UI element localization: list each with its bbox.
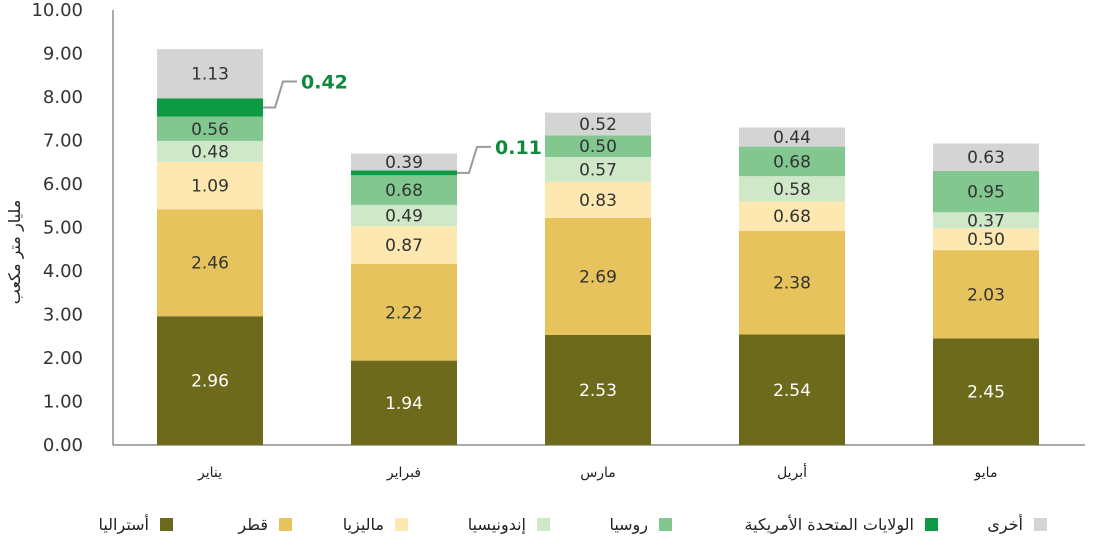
legend-label: أخرى [987, 514, 1023, 535]
legend-swatch [537, 518, 550, 531]
data-label: 0.52 [579, 115, 617, 135]
bar-segment [157, 161, 263, 210]
bar-segment [157, 140, 263, 162]
data-label: 2.53 [579, 381, 617, 401]
data-label: 0.68 [385, 181, 423, 201]
legend-label: إندونيسيا [468, 515, 526, 535]
bar-segment [157, 116, 263, 141]
x-category-label: مارس [580, 465, 616, 481]
bar-segment [351, 153, 457, 171]
callout-leader-line [457, 145, 491, 174]
data-label: 0.83 [579, 191, 617, 211]
bar-segment [351, 360, 457, 445]
data-label: 1.13 [191, 65, 229, 85]
bar-segment [157, 209, 263, 317]
legend-label: قطر [237, 515, 268, 535]
bar-segment [351, 175, 457, 205]
legend-swatch [160, 518, 173, 531]
y-tick-label: 0.00 [43, 435, 83, 456]
data-label: 1.94 [385, 394, 423, 414]
legend-swatch [395, 518, 408, 531]
bar-segment [739, 146, 845, 177]
data-label: 0.39 [385, 153, 423, 173]
data-label: 2.54 [773, 381, 811, 401]
legend-swatch [279, 518, 292, 531]
callout-label: 0.42 [301, 71, 348, 93]
data-label: 0.50 [579, 137, 617, 157]
callout-leader-line [263, 80, 297, 109]
legend-label: ماليزيا [343, 515, 384, 535]
bar-segment [545, 181, 651, 218]
legend-swatch [1034, 518, 1047, 531]
data-label: 2.22 [385, 303, 423, 323]
y-tick-label: 10.00 [31, 0, 83, 21]
bar-segment [545, 112, 651, 136]
data-label: 1.09 [191, 177, 229, 197]
legend-label: أستراليا [98, 514, 149, 535]
data-label: 0.87 [385, 236, 423, 256]
bar-segment [933, 212, 1039, 229]
x-category-label: مايو [974, 465, 998, 481]
legend-swatch [659, 518, 672, 531]
bar-segment [933, 170, 1039, 213]
bar-segment [545, 334, 651, 445]
bar-segment [739, 127, 845, 147]
y-tick-label: 3.00 [43, 305, 83, 326]
data-label: 0.48 [191, 142, 229, 162]
bar-segment [545, 217, 651, 335]
y-tick-label: 6.00 [43, 174, 83, 195]
data-label: 0.58 [773, 180, 811, 200]
data-label: 2.03 [967, 285, 1005, 305]
bar-segment [545, 157, 651, 182]
bar-segment [933, 143, 1039, 171]
data-label: 0.44 [773, 128, 811, 148]
data-label: 0.68 [773, 152, 811, 172]
x-category-label: يناير [197, 465, 222, 481]
y-tick-label: 9.00 [43, 44, 83, 65]
y-tick-label: 8.00 [43, 87, 83, 108]
y-tick-label: 4.00 [43, 261, 83, 282]
bar-segment [157, 49, 263, 99]
y-tick-label: 2.00 [43, 348, 83, 369]
bar-segment [157, 316, 263, 445]
x-category-label: أبريل [777, 463, 807, 481]
y-tick-label: 5.00 [43, 218, 83, 239]
x-category-label: فبراير [386, 465, 421, 481]
legend-label: روسيا [609, 515, 648, 535]
data-label: 2.96 [191, 372, 229, 392]
callout-label: 0.11 [495, 137, 542, 159]
bar-segment [351, 226, 457, 265]
data-label: 2.69 [579, 267, 617, 287]
data-label: 0.50 [967, 230, 1005, 250]
bar-segment [157, 98, 263, 117]
bar-segment [739, 230, 845, 335]
data-label: 0.37 [967, 211, 1005, 231]
data-label: 0.63 [967, 148, 1005, 168]
bar-segment [545, 135, 651, 158]
y-axis-label: مليار متر مكعب [5, 200, 25, 305]
y-tick-label: 7.00 [43, 131, 83, 152]
bar-segment [739, 201, 845, 231]
y-tick-label: 1.00 [43, 392, 83, 413]
bar-segment [739, 176, 845, 202]
bar-segment [739, 334, 845, 445]
legend-label: الولايات المتحدة الأمريكية [745, 514, 914, 535]
data-label: 0.56 [191, 120, 229, 140]
data-label: 0.57 [579, 160, 617, 180]
bar-segment [351, 204, 457, 227]
legend-swatch [925, 518, 938, 531]
bar-segment [351, 170, 457, 176]
bar-segment [351, 264, 457, 361]
data-label: 0.68 [773, 207, 811, 227]
bar-segment [933, 228, 1039, 251]
data-label: 2.46 [191, 254, 229, 274]
data-label: 0.95 [967, 183, 1005, 203]
data-label: 2.38 [773, 274, 811, 294]
data-label: 2.45 [967, 383, 1005, 403]
bar-segment [933, 338, 1039, 445]
bar-segment [933, 250, 1039, 339]
data-label: 0.49 [385, 207, 423, 227]
